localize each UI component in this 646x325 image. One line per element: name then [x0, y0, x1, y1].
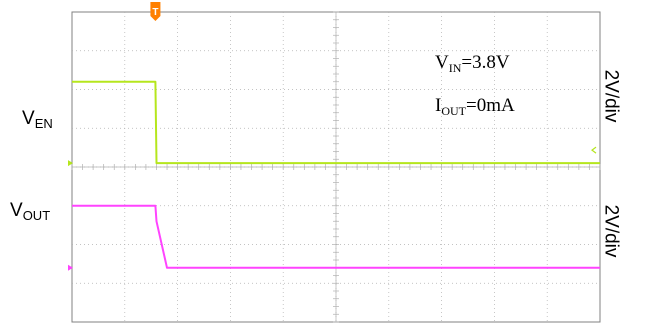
markers: T: [68, 2, 597, 271]
ven-scale-label: 2V/div: [600, 69, 622, 123]
trigger-position-marker: [150, 2, 161, 21]
ground-marker-vout: [68, 264, 73, 271]
trigger-level-marker: [591, 146, 597, 154]
trigger-marker-label: T: [152, 7, 158, 18]
vout-scale-label: 2V/div: [600, 204, 622, 258]
iout-annotation: IOUT=0mA: [435, 95, 515, 118]
grid: [71, 11, 601, 323]
ground-marker-ven: [68, 160, 73, 167]
traces: [72, 80, 600, 269]
series-line-ven: [72, 80, 600, 165]
vin-annotation: VIN=3.8V: [435, 52, 510, 75]
ven-channel-label: VEN: [22, 108, 53, 131]
vout-channel-label: VOUT: [10, 200, 51, 223]
series-line-vout: [72, 204, 600, 269]
